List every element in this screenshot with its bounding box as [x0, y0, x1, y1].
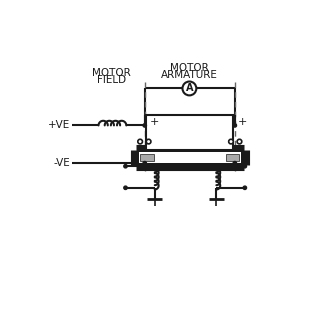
Text: FIELD: FIELD [97, 76, 126, 85]
Text: MOTOR: MOTOR [170, 63, 209, 73]
Text: MOTOR: MOTOR [92, 68, 131, 78]
Bar [140, 154, 154, 161]
Text: -VE: -VE [53, 158, 70, 168]
Circle shape [182, 82, 196, 95]
Circle shape [243, 164, 246, 168]
Circle shape [229, 139, 233, 144]
Text: ARMATURE: ARMATURE [161, 70, 218, 80]
Circle shape [146, 139, 151, 144]
Circle shape [143, 162, 147, 165]
Bar [226, 154, 239, 161]
Circle shape [233, 162, 236, 165]
Text: A: A [186, 84, 193, 93]
Text: +: + [149, 116, 159, 126]
Text: +VE: +VE [48, 120, 70, 131]
Bar [139, 152, 241, 163]
Circle shape [143, 124, 147, 127]
Circle shape [138, 139, 142, 144]
Circle shape [233, 124, 236, 127]
Circle shape [243, 186, 246, 189]
Circle shape [124, 164, 127, 168]
Circle shape [124, 186, 127, 189]
Text: +: + [238, 116, 247, 126]
Bar [146, 116, 233, 150]
Circle shape [237, 139, 242, 144]
